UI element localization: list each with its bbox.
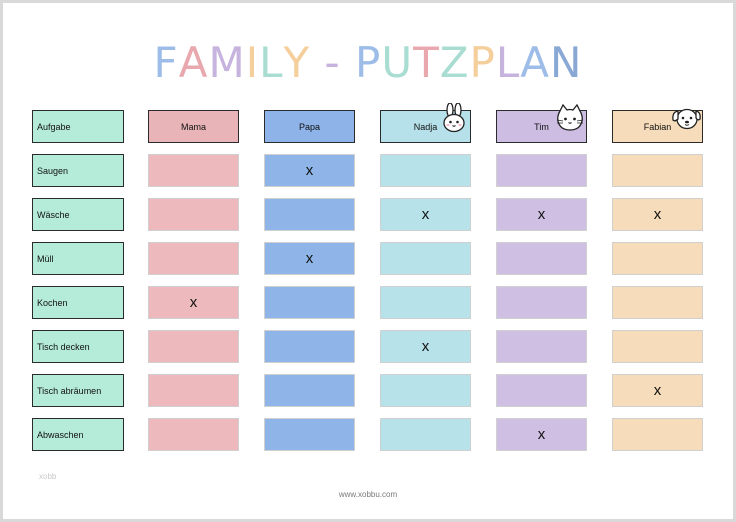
- assignment-mark[interactable]: x: [612, 374, 703, 407]
- title-letter: Z: [439, 38, 470, 87]
- task-label: Kochen: [32, 286, 124, 319]
- assignment-cell[interactable]: [148, 418, 239, 451]
- assignment-cell[interactable]: [380, 286, 471, 319]
- task-label: Wäsche: [32, 198, 124, 231]
- cat-icon: [555, 103, 585, 133]
- dog-icon: [671, 103, 701, 133]
- assignment-cell[interactable]: [148, 154, 239, 187]
- assignment-mark[interactable]: x: [264, 154, 355, 187]
- member-name: Papa: [298, 121, 321, 132]
- assignment-cell[interactable]: [264, 330, 355, 363]
- task-label: Müll: [32, 242, 124, 275]
- member-name: Mama: [180, 121, 206, 132]
- assignment-cell[interactable]: [264, 418, 355, 451]
- title-letter: N: [550, 38, 583, 87]
- title-letter: P: [355, 38, 382, 87]
- title-letter: T: [413, 38, 440, 87]
- assignment-cell[interactable]: [148, 374, 239, 407]
- member-header-mama: Mama: [148, 110, 239, 143]
- assignment-cell[interactable]: [148, 242, 239, 275]
- member-name: Nadja: [413, 121, 438, 132]
- title-letter: Y: [283, 38, 311, 87]
- member-header-papa: Papa: [264, 110, 355, 143]
- title-letter: [310, 38, 324, 87]
- footer-url: www.xobbu.com: [338, 490, 398, 499]
- assignment-cell[interactable]: [496, 330, 587, 363]
- task-label: Abwaschen: [32, 418, 124, 451]
- title-letter: I: [245, 38, 260, 87]
- assignment-cell[interactable]: [380, 418, 471, 451]
- assignment-cell[interactable]: [148, 330, 239, 363]
- assignment-cell[interactable]: [380, 374, 471, 407]
- assignment-cell[interactable]: [496, 154, 587, 187]
- title-letter: F: [153, 38, 179, 87]
- assignment-cell[interactable]: [612, 154, 703, 187]
- assignment-cell[interactable]: [612, 418, 703, 451]
- assignment-mark[interactable]: x: [612, 198, 703, 231]
- page-title: FAMILY - PUTZPLAN: [0, 38, 736, 87]
- member-name: Tim: [534, 121, 549, 132]
- title-letter: U: [381, 38, 414, 87]
- faint-watermark: xobb: [39, 472, 57, 481]
- assignment-cell[interactable]: [380, 242, 471, 275]
- assignment-mark[interactable]: x: [496, 418, 587, 451]
- title-letter: A: [178, 38, 209, 87]
- assignment-mark[interactable]: x: [380, 330, 471, 363]
- title-letter: L: [495, 38, 521, 87]
- header-aufgabe: Aufgabe: [32, 110, 124, 143]
- title-letter: A: [520, 38, 551, 87]
- assignment-cell[interactable]: [496, 242, 587, 275]
- assignment-cell[interactable]: [264, 286, 355, 319]
- assignment-cell[interactable]: [496, 374, 587, 407]
- assignment-mark[interactable]: x: [148, 286, 239, 319]
- task-label: Tisch decken: [32, 330, 124, 363]
- assignment-mark[interactable]: x: [380, 198, 471, 231]
- assignment-mark[interactable]: x: [264, 242, 355, 275]
- title-letter: L: [259, 38, 284, 87]
- assignment-cell[interactable]: [264, 374, 355, 407]
- plan-sheet: [3, 3, 733, 519]
- assignment-cell[interactable]: [264, 198, 355, 231]
- task-label: Saugen: [32, 154, 124, 187]
- assignment-cell[interactable]: [612, 286, 703, 319]
- assignment-cell[interactable]: [380, 154, 471, 187]
- title-letter: P: [469, 38, 496, 87]
- assignment-cell[interactable]: [612, 242, 703, 275]
- assignment-cell[interactable]: [496, 286, 587, 319]
- title-letter: [341, 38, 355, 87]
- assignment-cell[interactable]: [148, 198, 239, 231]
- assignment-mark[interactable]: x: [496, 198, 587, 231]
- member-name: Fabian: [643, 121, 672, 132]
- bunny-icon: [439, 102, 469, 133]
- assignment-cell[interactable]: [612, 330, 703, 363]
- title-letter: M: [208, 38, 246, 87]
- title-letter: -: [324, 38, 341, 87]
- task-label: Tisch abräumen: [32, 374, 124, 407]
